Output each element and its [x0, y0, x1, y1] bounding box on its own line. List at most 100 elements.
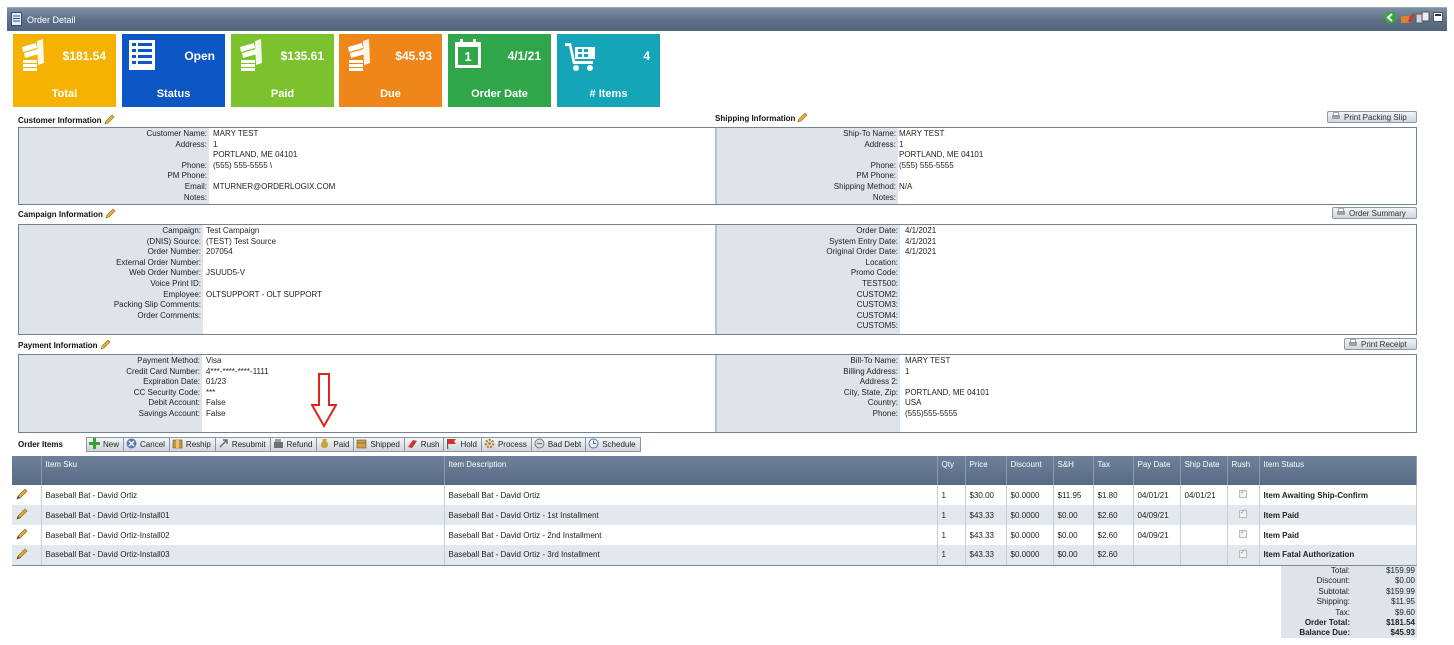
edit-cell[interactable] [12, 525, 42, 545]
totals-value: $45.93 [1390, 628, 1415, 638]
col-pay-date[interactable]: Pay Date [1133, 456, 1181, 485]
totals-row: Shipping: $11.95 [1281, 597, 1417, 607]
edit-pencil-icon[interactable] [797, 112, 808, 125]
col-rush[interactable]: Rush [1227, 456, 1260, 485]
money-bag-icon [319, 438, 330, 451]
bad-debt-button[interactable]: Bad Debt [530, 437, 586, 452]
totals-label: Balance Due: [1299, 628, 1350, 638]
col-item-sku[interactable]: Item Sku [41, 456, 445, 485]
cell-sh: $0.00 [1053, 525, 1094, 545]
edit-cell[interactable] [12, 505, 42, 525]
print-packing-slip-button[interactable]: Print Packing Slip [1327, 111, 1417, 123]
col-item-description[interactable]: Item Description [444, 456, 938, 485]
col-item-status[interactable]: Item Status [1259, 456, 1417, 485]
label-column [717, 355, 900, 432]
cell-price: $43.33 [965, 505, 1007, 525]
col-discount[interactable]: Discount [1006, 456, 1054, 485]
campaign-field-row: CUSTOM2: [19, 290, 1416, 301]
col-qty[interactable]: Qty [937, 456, 966, 485]
payment-field-label: Address 2: [859, 377, 898, 387]
label-column [717, 225, 900, 334]
resubmit-button[interactable]: Resubmit [214, 437, 270, 452]
campaign-field-row: Order Number: 207054 [19, 247, 1416, 258]
campaign-field-label: Location: [865, 257, 898, 267]
printer-icon [1331, 111, 1341, 123]
tile-label: Order Date [471, 88, 528, 100]
register-icon [273, 438, 284, 451]
edit-pencil-icon[interactable] [16, 548, 28, 562]
cell-price: $43.33 [965, 545, 1007, 566]
shipping-field-row: Phone: (555) 555-5555 [19, 161, 1416, 172]
edit-pencil-icon[interactable] [104, 114, 115, 127]
schedule-button[interactable]: Schedule [585, 437, 641, 452]
window-title: Order Detail [27, 15, 76, 25]
totals-row: Subtotal: $159.99 [1281, 587, 1417, 597]
payment-field-value: USA [905, 398, 922, 408]
campaign-field-label: External Order Number: [116, 257, 201, 267]
summary-tile-order-date: 1 4/1/21 Order Date [448, 34, 551, 107]
col-ship-date[interactable]: Ship Date [1180, 456, 1228, 485]
panel-divider [715, 128, 717, 204]
table-row[interactable]: Baseball Bat - David Ortiz-Install01 Base… [12, 505, 1417, 525]
edit-pencil-icon[interactable] [16, 488, 28, 502]
table-row[interactable]: Baseball Bat - David Ortiz-Install03 Base… [12, 545, 1417, 566]
col-price[interactable]: Price [965, 456, 1007, 485]
cell-pay-date: 04/09/21 [1133, 505, 1181, 525]
minimize-icon[interactable] [1433, 12, 1443, 24]
cell-sku: Baseball Bat - David Ortiz [41, 485, 445, 505]
campaign-field-row: (DNIS) Source: (TEST) Test Source [19, 237, 1416, 248]
customer-field-label: Customer Name: [146, 129, 207, 138]
button-label: Reship [185, 440, 211, 449]
payment-field-row: CC Security Code: *** [19, 388, 1416, 399]
table-row[interactable]: Baseball Bat - David Ortiz-Install02 Base… [12, 525, 1417, 545]
shipping-field-label: Notes: [872, 192, 896, 202]
campaign-field-label: TEST500: [861, 279, 898, 288]
rush-icon [407, 438, 418, 451]
panel-divider [715, 355, 717, 432]
cancel-button[interactable]: Cancel [123, 437, 169, 452]
payment-field-label: City, State, Zip: [843, 387, 898, 397]
cell-tax: $1.80 [1093, 485, 1134, 505]
back-icon[interactable] [1384, 11, 1397, 26]
payment-field-value: False [206, 409, 226, 418]
reship-button[interactable]: Reship [168, 437, 215, 452]
cell-rush [1227, 485, 1260, 505]
edit-pencil-icon[interactable] [16, 508, 28, 522]
edit-pencil-icon[interactable] [16, 528, 28, 542]
button-label: Process [497, 440, 527, 449]
cell-sku: Baseball Bat - David Ortiz-Install01 [41, 505, 445, 525]
totals-row: Balance Due: $45.93 [1281, 628, 1417, 638]
edit-pencil-icon[interactable] [105, 208, 116, 221]
rush-button[interactable]: Rush [403, 437, 444, 452]
process-button[interactable]: Process [480, 437, 531, 452]
col-sh[interactable]: S&H [1053, 456, 1094, 485]
totals-label: Shipping: [1316, 597, 1350, 607]
campaign-field-row: CUSTOM3: [19, 300, 1416, 311]
edit-cell[interactable] [12, 485, 42, 505]
cell-sh: $0.00 [1053, 545, 1094, 566]
col-tax[interactable]: Tax [1093, 456, 1134, 485]
rush-checkbox [1239, 528, 1247, 538]
payment-field-label: Phone: [872, 409, 898, 418]
edit-pencil-icon[interactable] [100, 339, 111, 352]
totals-value: $159.99 [1386, 586, 1415, 596]
customer-field-value: MTURNER@ORDERLOGIX.COM [213, 182, 336, 191]
print-receipt-button[interactable]: Print Receipt [1344, 338, 1417, 350]
table-row[interactable]: Baseball Bat - David Ortiz Baseball Bat -… [12, 485, 1417, 505]
payment-field-label: CC Security Code: [133, 387, 200, 397]
cell-ship-date [1180, 505, 1228, 525]
payment-field-value: *** [206, 387, 216, 397]
campaign-field-value: OLTSUPPORT - OLT SUPPORT [206, 289, 323, 299]
campaign-field-row: Location: [19, 258, 1416, 269]
cell-sku: Baseball Bat - David Ortiz-Install02 [41, 525, 445, 545]
edit-cell[interactable] [12, 545, 42, 566]
button-label: Schedule [602, 440, 636, 449]
refund-button[interactable]: Refund [269, 437, 317, 452]
totals-value: $181.54 [1386, 618, 1415, 627]
hold-button[interactable]: Hold [443, 437, 481, 452]
new-button[interactable]: New [86, 437, 124, 452]
order-summary-button[interactable]: Order Summary [1332, 207, 1417, 219]
tools-icon[interactable] [1400, 10, 1430, 26]
shipped-button[interactable]: Shipped [353, 437, 404, 452]
paid-button[interactable]: Paid [316, 437, 354, 452]
